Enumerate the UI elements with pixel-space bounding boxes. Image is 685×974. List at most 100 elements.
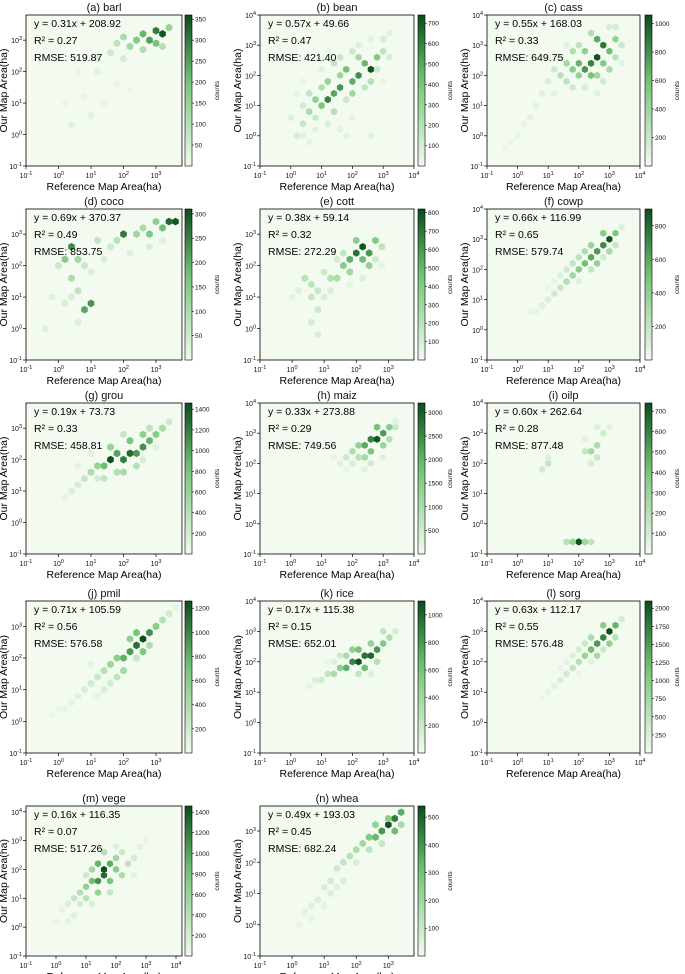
plot-frame — [259, 402, 415, 555]
hexbin — [107, 242, 114, 251]
hexbin — [324, 77, 331, 86]
hexbin — [520, 120, 527, 128]
y-tick-label: 100 — [472, 326, 483, 335]
plot-frame — [486, 402, 641, 555]
colorbar-gradient — [644, 402, 653, 555]
hexbin — [581, 538, 588, 546]
hexbin — [120, 33, 127, 41]
stat-text: RMSE: 749.56 — [268, 440, 336, 452]
colorbar-tick-label: 800 — [655, 50, 666, 57]
hexbin — [94, 673, 101, 681]
y-tick-label: 103 — [245, 827, 256, 836]
y-tick-label: 10-1 — [470, 356, 483, 365]
colorbar-tick-label: 200 — [655, 135, 666, 142]
colorbar-tick-label: 1500 — [655, 642, 670, 649]
hexbin-layer — [288, 236, 386, 339]
x-tick-label: 10-1 — [481, 365, 494, 374]
stat-text: y = 0.69x + 370.37 — [34, 212, 121, 224]
colorbar-tick-label: 600 — [655, 78, 666, 85]
hexbin — [152, 39, 160, 48]
hexbin — [581, 447, 588, 455]
y-axis-label: Our Map Area(ha) — [0, 48, 10, 132]
hexbin — [74, 318, 82, 327]
panel-n-whea: (n) whea y = 0.49x + 193.03 R² = 0.45 RMSE:… — [232, 793, 454, 974]
x-tick-label: 101 — [86, 171, 97, 180]
y-axis-label: Our Map Area(ha) — [0, 635, 10, 719]
stat-text: y = 0.38x + 59.14 — [268, 212, 349, 224]
colorbar-tick-label: 200 — [195, 260, 206, 267]
x-tick-label: 10-1 — [481, 758, 494, 767]
colorbar-tick-label: 800 — [195, 871, 206, 878]
hexbin — [600, 429, 607, 437]
stat-text: R² = 0.49 — [34, 229, 78, 241]
hexbin — [130, 871, 138, 879]
hexbin — [349, 646, 356, 654]
y-tick-label: 100 — [245, 325, 256, 334]
hexbin — [300, 102, 307, 110]
hexbin — [130, 854, 138, 862]
colorbar-tick-label: 1000 — [195, 448, 210, 455]
x-tick-label: 100 — [512, 758, 523, 767]
y-tick-label: 101 — [245, 490, 256, 499]
hexbin — [563, 77, 570, 85]
hexbin — [139, 455, 147, 464]
x-tick-label: 103 — [378, 171, 389, 180]
hexbin — [139, 443, 147, 451]
hexbin — [612, 53, 619, 61]
x-axis-label: Reference Map Area(ha) — [280, 375, 395, 387]
x-tick-label: 103 — [383, 961, 394, 970]
hexbin — [563, 277, 570, 286]
panel-title: (a) barl — [87, 2, 122, 14]
colorbar-tick-label: 200 — [195, 531, 206, 538]
hexbin — [106, 889, 114, 897]
plot-frame — [25, 805, 183, 957]
hexbin — [594, 259, 601, 267]
colorbar: 200 400 600 800 1000 counts — [417, 600, 454, 754]
hexbin — [380, 441, 387, 449]
hexbin — [355, 53, 362, 61]
hexbin — [81, 474, 88, 483]
hexbin — [113, 673, 121, 681]
colorbar-gradient — [184, 208, 193, 361]
panel-e-cott: (e) cott y = 0.38x + 59.14 R² = 0.32 RMSE: … — [232, 196, 454, 387]
hexbin — [575, 253, 582, 261]
stat-text: RMSE: 576.48 — [495, 638, 563, 650]
y-tick-label: 103 — [11, 424, 22, 433]
plot-background — [26, 806, 182, 956]
stat-text: y = 0.31x + 208.92 — [34, 18, 121, 30]
colorbar: 200 400 600 800 1000 1200 1400 counts — [184, 805, 221, 957]
colorbar-tick-label: 750 — [655, 696, 666, 703]
hexbin — [539, 302, 546, 310]
hexbin — [600, 621, 607, 629]
colorbar-tick-label: 200 — [195, 726, 206, 733]
colorbar-tick-label: 250 — [655, 732, 666, 739]
panel-title: (d) coco — [84, 196, 124, 208]
hexbin — [312, 676, 319, 684]
hexbin — [367, 65, 374, 73]
hexbin — [372, 833, 379, 841]
hexbin — [152, 622, 160, 631]
plot-frame — [25, 600, 183, 754]
y-tick-label: 10-1 — [243, 749, 256, 758]
colorbar-tick-label: 200 — [428, 123, 439, 130]
stat-text: RMSE: 421.40 — [268, 52, 336, 64]
hexbin — [587, 29, 595, 37]
x-tick-label: 101 — [543, 171, 554, 180]
hexbin — [606, 627, 613, 635]
x-axis-label: Reference Map Area(ha) — [47, 768, 162, 780]
plot-frame — [259, 208, 415, 361]
hexbin — [575, 646, 582, 654]
stat-text: R² = 0.27 — [34, 35, 78, 47]
hexbin — [333, 883, 341, 891]
colorbar-tick-label: 1250 — [655, 660, 670, 667]
hexbin — [327, 877, 334, 885]
panel-title: (h) maiz — [317, 390, 357, 402]
hexbin — [333, 864, 341, 873]
colorbar-tick-label: 400 — [195, 510, 206, 517]
colorbar-tick-label: 200 — [655, 511, 666, 518]
hexbin — [133, 36, 140, 44]
hexbin — [361, 83, 368, 92]
hexbin — [94, 462, 101, 470]
hexbin — [372, 236, 379, 245]
colorbar-tick-label: 1000 — [195, 851, 210, 858]
